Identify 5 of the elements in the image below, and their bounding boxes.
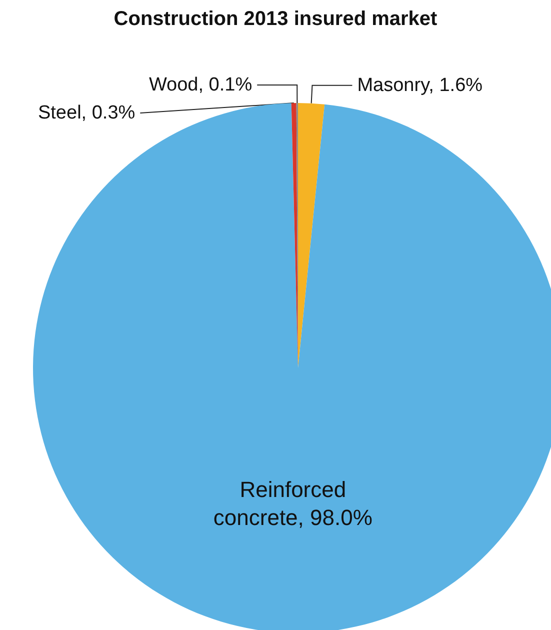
- chart-title: Construction 2013 insured market: [114, 8, 438, 30]
- slice-label: Masonry, 1.6%: [357, 74, 483, 96]
- slice-label: Steel, 0.3%: [38, 102, 136, 124]
- slice-label: Wood, 0.1%: [148, 74, 252, 96]
- slice-label: Reinforced concrete, 98.0%: [213, 476, 372, 530]
